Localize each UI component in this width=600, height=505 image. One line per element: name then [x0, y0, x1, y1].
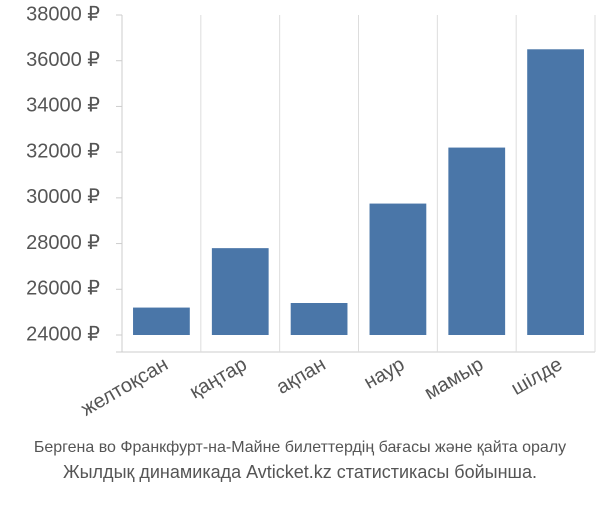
y-tick-label: 30000 ₽: [26, 186, 100, 208]
y-tick-label: 38000 ₽: [26, 3, 100, 25]
caption: Жылдық динамикада Avticket.kz статистика…: [63, 462, 537, 482]
bar: [211, 248, 269, 335]
bar: [448, 147, 506, 335]
x-tick-label: наур: [360, 353, 408, 393]
x-tick-label: шілде: [507, 353, 566, 400]
y-tick-label: 34000 ₽: [26, 95, 100, 117]
x-tick-label: мамыр: [421, 353, 488, 404]
x-tick-label: қаңтар: [186, 353, 251, 403]
y-tick-label: 32000 ₽: [26, 140, 100, 162]
bar: [369, 203, 427, 335]
x-tick-label: желтоқсан: [77, 353, 172, 420]
bar: [290, 303, 348, 335]
bar: [527, 49, 584, 336]
bar: [133, 307, 190, 335]
x-tick-label: ақпан: [273, 353, 330, 398]
y-tick-label: 26000 ₽: [26, 278, 100, 300]
y-tick-label: 36000 ₽: [26, 49, 100, 71]
y-tick-label: 28000 ₽: [26, 232, 100, 254]
y-tick-label: 24000 ₽: [26, 323, 100, 345]
caption: Бергена во Франкфурт-на-Майне билеттерді…: [34, 439, 566, 456]
